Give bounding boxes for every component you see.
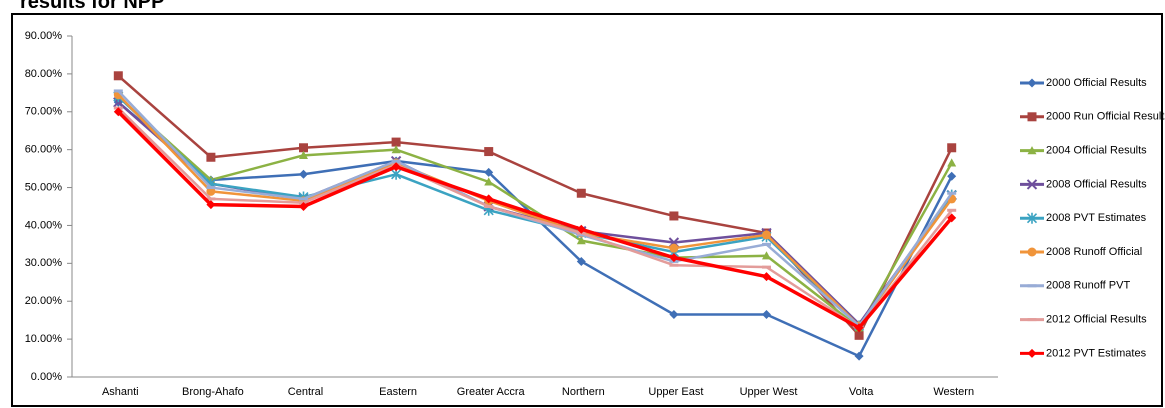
point (391, 145, 401, 154)
y-tick-label: 50.00% (25, 181, 63, 193)
legend-marker (1027, 146, 1037, 155)
x-tick-label: Northern (562, 386, 605, 398)
legend-label: 2004 Official Results (1046, 145, 1147, 157)
legend-label: 2000 Official Results (1046, 77, 1147, 89)
point (299, 169, 308, 179)
point (669, 243, 679, 253)
x-tick-label: Volta (849, 386, 874, 398)
x-tick-label: Ashanti (102, 386, 139, 398)
legend-marker (1027, 78, 1037, 88)
legend-label: 2012 PVT Estimates (1046, 347, 1147, 359)
point (669, 309, 679, 319)
y-tick-label: 30.00% (25, 257, 63, 269)
point (576, 256, 586, 266)
series-line (117, 93, 953, 328)
point (854, 323, 864, 333)
x-tick-label: Greater Accra (457, 386, 526, 398)
point (576, 224, 586, 234)
x-tick-label: Brong-Ahafo (182, 386, 244, 398)
point (391, 137, 401, 147)
point (206, 186, 216, 196)
point (762, 251, 771, 260)
point (947, 213, 957, 223)
point (762, 309, 771, 319)
y-tick-label: 70.00% (25, 106, 63, 118)
point (484, 167, 494, 177)
legend-label: 2000 Run Official Results (1046, 111, 1165, 123)
x-tick-label: Upper East (648, 386, 703, 398)
point (947, 158, 957, 167)
y-tick-label: 60.00% (25, 144, 63, 156)
x-tick-label: Eastern (379, 386, 417, 398)
point (206, 200, 216, 210)
series-line (117, 95, 953, 329)
point (299, 202, 308, 211)
legend-label: 2008 Official Results (1046, 178, 1147, 190)
legend-label: 2012 Official Results (1046, 314, 1147, 326)
point (391, 162, 401, 172)
point (206, 152, 216, 162)
point (113, 71, 123, 81)
point (854, 351, 864, 361)
y-tick-label: 0.00% (31, 371, 62, 383)
chart-title: results for NPP (20, 0, 164, 13)
legend-label: 2008 Runoff PVT (1046, 280, 1130, 292)
y-tick-label: 90.00% (25, 30, 63, 42)
x-tick-label: Western (933, 386, 974, 398)
legend-marker (1026, 179, 1038, 190)
legend-marker (1026, 212, 1038, 224)
y-tick-label: 10.00% (25, 333, 63, 345)
point (947, 171, 957, 181)
point (669, 253, 679, 263)
y-tick-label: 40.00% (25, 219, 63, 231)
y-tick-label: 20.00% (25, 295, 63, 307)
point (947, 143, 957, 153)
point (484, 177, 494, 186)
y-tick-label: 80.00% (25, 68, 63, 80)
x-tick-label: Central (288, 386, 323, 398)
point (299, 143, 308, 153)
point (762, 230, 771, 240)
series-line (117, 110, 954, 330)
legend-label: 2008 Runoff Official (1046, 246, 1142, 258)
point (484, 194, 494, 204)
point (854, 330, 864, 340)
legend-marker (1027, 348, 1037, 358)
point (669, 211, 679, 221)
point (576, 236, 586, 245)
legend-label: 2008 PVT Estimates (1046, 212, 1147, 224)
x-tick-label: Upper West (740, 386, 798, 398)
legend-marker (1027, 112, 1037, 122)
point (484, 147, 494, 157)
point (576, 188, 586, 198)
legend-marker (1027, 247, 1037, 257)
point (299, 150, 308, 159)
point (113, 107, 123, 117)
chart-frame (11, 13, 1163, 407)
series-line (117, 107, 953, 329)
point (762, 272, 771, 282)
